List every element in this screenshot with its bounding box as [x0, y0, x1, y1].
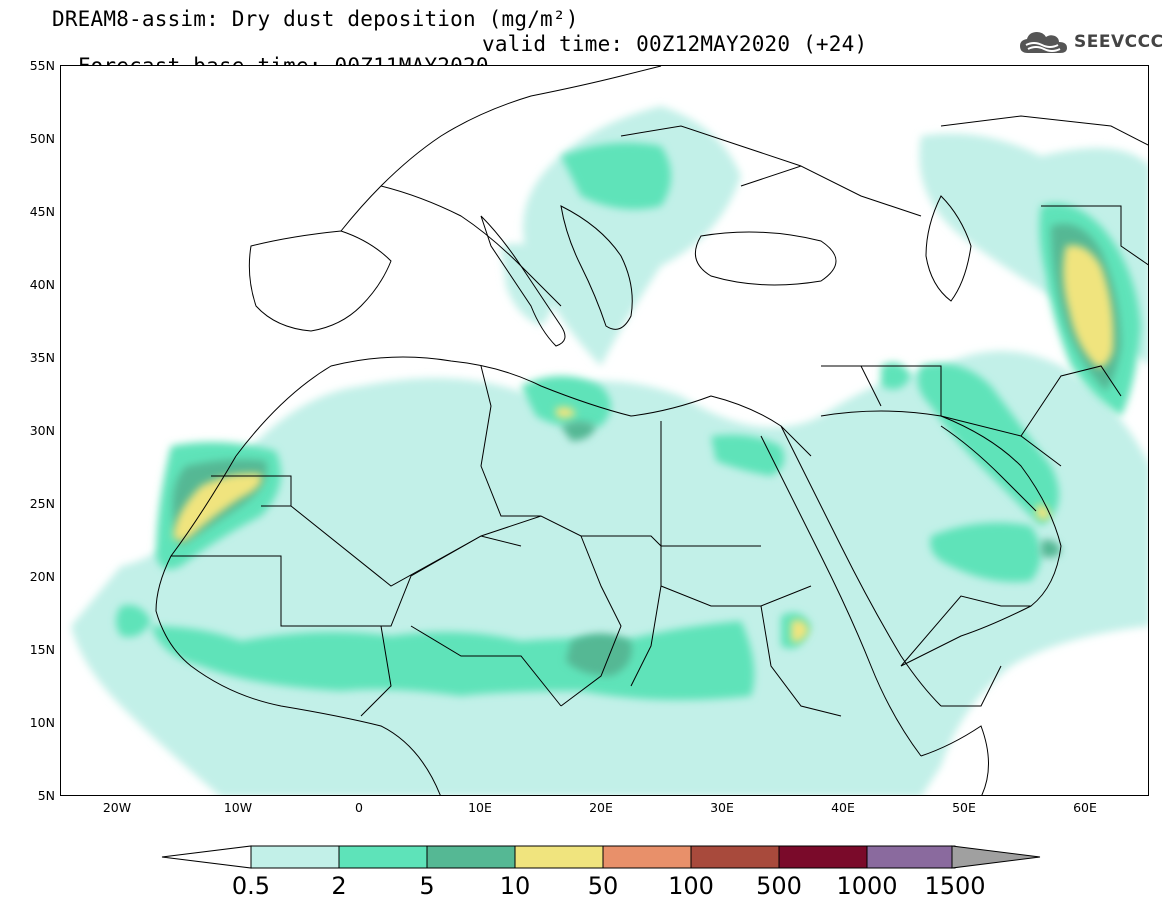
colorbar-label: 0.5: [231, 872, 271, 900]
colorbar-label: 1500: [924, 872, 986, 900]
colorbar-box: [338, 845, 428, 869]
colorbar-label: 500: [756, 872, 802, 900]
lat-label: 25N: [29, 496, 55, 511]
lon-label: 50E: [952, 800, 976, 815]
lon-label: 0: [355, 800, 363, 815]
coastlines-and-borders: [155, 66, 1148, 795]
lat-label: 15N: [29, 642, 55, 657]
colorbar-label: 100: [668, 872, 714, 900]
lat-label: 40N: [29, 277, 55, 292]
colorbar-label: 2: [331, 872, 347, 900]
colorbar-box: [602, 845, 692, 869]
colorbar-label: 50: [587, 872, 619, 900]
valid-time: valid time: 00Z12MAY2020 (+24): [482, 32, 868, 56]
colorbar-boxes: [250, 845, 956, 869]
lon-label: 20W: [102, 800, 132, 815]
colorbar-under-arrow: [161, 845, 252, 869]
lat-label: 5N: [37, 788, 55, 803]
lat-label: 35N: [29, 350, 55, 365]
map-title: DREAM8-assim: Dry dust deposition (mg/m²…: [52, 7, 579, 31]
colorbar-box: [514, 845, 604, 869]
lon-label: 20E: [589, 800, 613, 815]
lat-label: 50N: [29, 131, 55, 146]
lat-label: 45N: [29, 204, 55, 219]
colorbar-label: 10: [499, 872, 531, 900]
colorbar-box: [690, 845, 780, 869]
colorbar-label: 5: [419, 872, 435, 900]
lon-label: 40E: [831, 800, 855, 815]
lat-label: 30N: [29, 423, 55, 438]
colorbar-box: [426, 845, 516, 869]
lon-label: 30E: [710, 800, 734, 815]
lat-label: 10N: [29, 715, 55, 730]
colorbar-box: [250, 845, 340, 869]
logo-text: SEEVCCC: [1074, 32, 1164, 52]
lon-label: 60E: [1073, 800, 1097, 815]
lon-label: 10E: [468, 800, 492, 815]
colorbar-box: [866, 845, 956, 869]
colorbar-label: 1000: [836, 872, 898, 900]
lat-label: 55N: [29, 58, 55, 73]
colorbar-over-arrow: [951, 845, 1041, 869]
colorbar-box: [778, 845, 868, 869]
map-canvas: [71, 66, 1148, 795]
colorbar: [161, 845, 1041, 869]
dust-band-yellow: [173, 245, 1114, 643]
lon-label: 10W: [223, 800, 253, 815]
seevccc-logo: SEEVCCC: [1018, 28, 1164, 56]
cloud-icon: [1020, 32, 1067, 53]
map-plot: [60, 65, 1149, 796]
lat-label: 20N: [29, 569, 55, 584]
